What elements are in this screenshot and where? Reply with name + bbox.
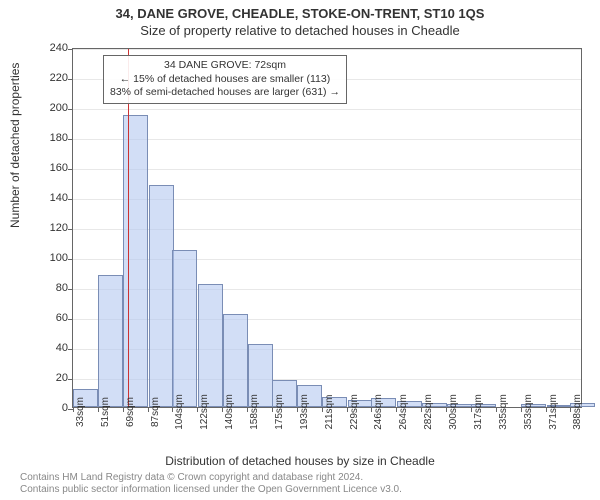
x-tick-label: 140sqm	[224, 394, 235, 430]
info-box-line-1: 34 DANE GROVE: 72sqm	[110, 59, 340, 73]
gridline	[73, 49, 581, 50]
info-box-line-3: 83% of semi-detached houses are larger (…	[110, 86, 340, 100]
x-tick-label: 175sqm	[274, 394, 285, 430]
histogram-chart: 34 DANE GROVE: 72sqm← 15% of detached ho…	[72, 48, 582, 408]
y-axis-label: Number of detached properties	[8, 63, 22, 228]
x-tick-label: 246sqm	[373, 394, 384, 430]
y-tick	[68, 229, 73, 230]
histogram-bar	[98, 275, 123, 407]
x-tick-label: 300sqm	[448, 394, 459, 430]
y-tick	[68, 79, 73, 80]
property-info-box: 34 DANE GROVE: 72sqm← 15% of detached ho…	[103, 55, 347, 104]
y-tick	[68, 139, 73, 140]
x-tick-label: 229sqm	[349, 394, 360, 430]
gridline	[73, 139, 581, 140]
y-tick	[68, 109, 73, 110]
info-box-line-2: ← 15% of detached houses are smaller (11…	[110, 73, 340, 87]
histogram-bar	[172, 250, 197, 408]
y-tick-label: 40	[38, 342, 68, 354]
y-tick-label: 160	[38, 162, 68, 174]
x-tick-label: 158sqm	[249, 394, 260, 430]
x-axis-label: Distribution of detached houses by size …	[0, 454, 600, 468]
histogram-bar	[149, 185, 174, 407]
x-tick-label: 122sqm	[199, 394, 210, 430]
page-subtitle: Size of property relative to detached ho…	[0, 21, 600, 38]
y-tick-label: 180	[38, 132, 68, 144]
x-tick	[247, 407, 248, 412]
x-tick-label: 264sqm	[398, 394, 409, 430]
y-tick-label: 140	[38, 192, 68, 204]
y-tick	[68, 289, 73, 290]
y-tick	[68, 259, 73, 260]
x-tick	[471, 407, 472, 412]
histogram-bar	[198, 284, 223, 407]
y-tick-label: 0	[38, 402, 68, 414]
y-tick	[68, 199, 73, 200]
x-tick	[73, 407, 74, 412]
attribution-text: Contains HM Land Registry data © Crown c…	[20, 472, 402, 496]
x-tick-label: 335sqm	[498, 394, 509, 430]
y-tick	[68, 379, 73, 380]
y-tick-label: 200	[38, 102, 68, 114]
attribution-line-1: Contains HM Land Registry data © Crown c…	[20, 472, 402, 484]
x-tick-label: 388sqm	[572, 394, 583, 430]
y-tick	[68, 49, 73, 50]
x-tick-label: 51sqm	[100, 397, 111, 427]
x-tick	[521, 407, 522, 412]
x-tick	[496, 407, 497, 412]
x-tick-label: 353sqm	[523, 394, 534, 430]
y-tick-label: 120	[38, 222, 68, 234]
y-tick	[68, 169, 73, 170]
x-tick-label: 371sqm	[548, 394, 559, 430]
x-tick-label: 282sqm	[423, 394, 434, 430]
y-tick-label: 100	[38, 252, 68, 264]
x-tick	[322, 407, 323, 412]
attribution-line-2: Contains public sector information licen…	[20, 484, 402, 496]
x-tick-label: 104sqm	[174, 394, 185, 430]
y-tick-label: 220	[38, 72, 68, 84]
x-tick	[446, 407, 447, 412]
x-tick-label: 317sqm	[473, 394, 484, 430]
y-tick	[68, 319, 73, 320]
x-tick-label: 193sqm	[299, 394, 310, 430]
page-title: 34, DANE GROVE, CHEADLE, STOKE-ON-TRENT,…	[0, 0, 600, 21]
x-tick-label: 87sqm	[150, 397, 161, 427]
y-tick-label: 240	[38, 42, 68, 54]
x-tick-label: 33sqm	[75, 397, 86, 427]
gridline	[73, 109, 581, 110]
x-tick	[297, 407, 298, 412]
x-tick	[148, 407, 149, 412]
histogram-bar	[223, 314, 248, 407]
x-tick	[347, 407, 348, 412]
x-tick-label: 211sqm	[324, 395, 335, 430]
gridline	[73, 169, 581, 170]
x-tick	[123, 407, 124, 412]
y-tick-label: 60	[38, 312, 68, 324]
y-tick-label: 20	[38, 372, 68, 384]
x-tick	[546, 407, 547, 412]
x-tick-label: 69sqm	[125, 397, 136, 427]
y-tick-label: 80	[38, 282, 68, 294]
x-tick	[272, 407, 273, 412]
y-tick	[68, 349, 73, 350]
x-tick	[98, 407, 99, 412]
